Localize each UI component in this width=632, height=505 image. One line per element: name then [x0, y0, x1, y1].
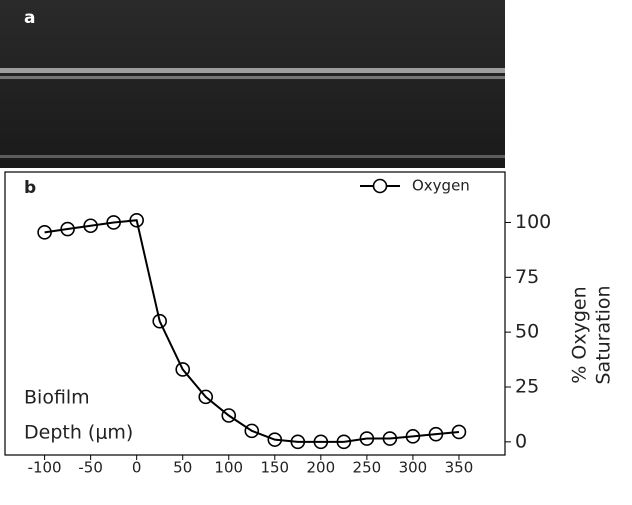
x-tick-label: 300 [399, 459, 428, 477]
data-point [175, 362, 191, 377]
data-point [37, 225, 52, 240]
data-line [44, 219, 460, 443]
legend-marker [372, 178, 388, 194]
data-point [405, 429, 421, 444]
data-point [198, 389, 214, 405]
data-point [336, 434, 352, 450]
y-tick-label: 25 [515, 375, 539, 397]
x-tick-label: 350 [445, 459, 474, 477]
x-tick-label: 200 [307, 459, 336, 477]
data-point [244, 423, 260, 439]
panel-a-image [0, 0, 505, 168]
data-point [313, 434, 329, 450]
data-point [290, 434, 306, 450]
data-point [152, 313, 167, 329]
annotation: Biofilm [24, 387, 90, 409]
data-point [106, 215, 121, 230]
y-tick-label: 50 [515, 321, 539, 343]
y-axis-label: Saturation [593, 285, 615, 384]
annotation: Depth (μm) [24, 422, 133, 444]
data-point [221, 408, 237, 423]
x-tick-label: 0 [132, 459, 142, 477]
data-point [428, 426, 444, 442]
data-point [267, 432, 283, 447]
panel-label: a [24, 8, 35, 28]
y-tick-label: 0 [515, 430, 527, 452]
x-tick-label: 50 [173, 459, 192, 477]
data-point [359, 431, 375, 446]
y-axis-label: % Oxygen [569, 286, 591, 383]
data-point [382, 431, 398, 446]
x-tick-label: 100 [214, 459, 243, 477]
data-point [451, 424, 467, 440]
legend-label: Oxygen [412, 177, 470, 195]
x-tick-label: -50 [78, 459, 103, 477]
data-point [83, 218, 98, 234]
data-point [129, 212, 144, 228]
x-tick-label: 150 [260, 459, 289, 477]
x-tick-label: 250 [353, 459, 382, 477]
y-tick-label: 100 [515, 211, 551, 233]
x-tick-label: -100 [28, 459, 62, 477]
plot-frame [4, 171, 506, 456]
panel-label: b [24, 178, 36, 198]
y-tick-label: 75 [515, 266, 539, 288]
data-point [60, 221, 75, 237]
